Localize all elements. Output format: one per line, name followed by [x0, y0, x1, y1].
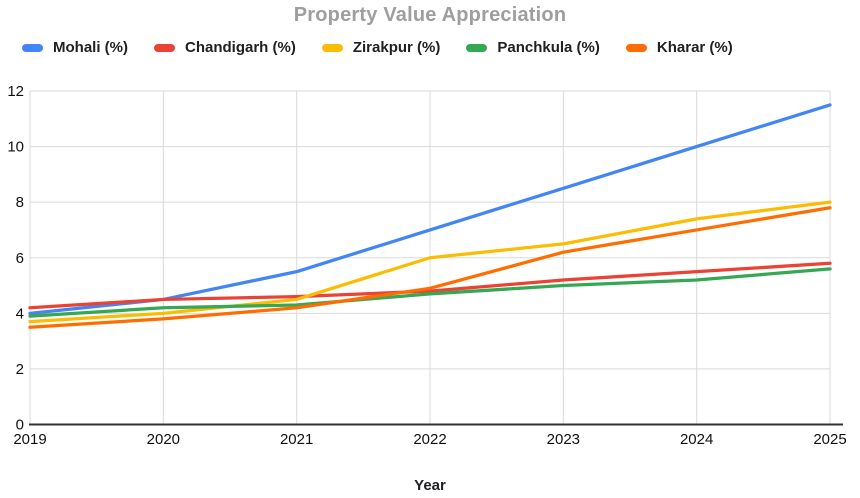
y-tick-label: 6 — [16, 250, 24, 267]
legend-swatch-mohali — [22, 43, 43, 52]
legend-item-kharar: Kharar (%) — [625, 39, 733, 56]
legend-item-panchkula: Panchkula (%) — [466, 39, 600, 56]
legend-item-zirakpur: Zirakpur (%) — [321, 39, 441, 56]
series-line-panchkula — [28, 267, 832, 318]
legend-label-mohali: Mohali (%) — [53, 39, 128, 56]
legend-label-kharar: Kharar (%) — [656, 39, 733, 56]
legend-swatch-chandigarh — [154, 43, 175, 52]
x-tick-label: 2019 — [13, 431, 46, 448]
legend-swatch-panchkula — [466, 43, 488, 52]
x-tick-label: 2024 — [680, 431, 713, 448]
legend-label-chandigarh: Chandigarh (%) — [185, 39, 296, 56]
y-tick-label: 10 — [7, 139, 24, 156]
y-tick-label: 0 — [16, 417, 24, 434]
x-tick-label: 2022 — [413, 431, 446, 448]
y-tick-label: 12 — [7, 83, 24, 100]
x-axis-title: Year — [414, 477, 446, 494]
legend-swatch-kharar — [625, 43, 647, 52]
y-tick-label: 2 — [16, 361, 24, 378]
x-tick-label: 2025 — [813, 431, 846, 448]
chart-title: Property Value Appreciation — [293, 4, 567, 26]
y-tick-label: 4 — [16, 305, 24, 322]
series-line-kharar — [28, 206, 832, 329]
x-tick-label: 2023 — [547, 431, 580, 448]
series-line-chandigarh — [28, 261, 832, 310]
y-tick-label: 8 — [16, 194, 24, 211]
x-tick-label: 2020 — [147, 431, 180, 448]
series-line-zirakpur — [28, 200, 832, 324]
legend-label-zirakpur: Zirakpur (%) — [352, 39, 441, 56]
legend-swatch-zirakpur — [321, 43, 343, 52]
legend-item-chandigarh: Chandigarh (%) — [154, 39, 296, 56]
legend: Mohali (%) Chandigarh (%) Zirakpur (%) P… — [22, 39, 733, 56]
legend-item-mohali: Mohali (%) — [22, 39, 128, 56]
legend-label-panchkula: Panchkula (%) — [497, 39, 600, 56]
x-tick-label: 2021 — [280, 431, 313, 448]
